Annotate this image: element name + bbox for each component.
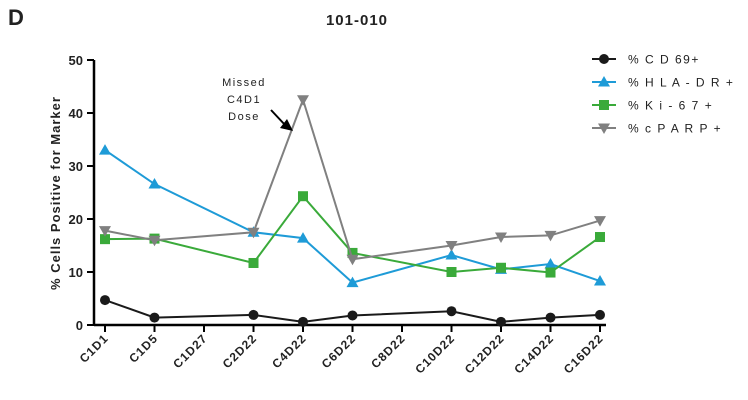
- series-1: [99, 144, 606, 288]
- legend-label: % C D 69+: [628, 53, 700, 67]
- data-point: [595, 232, 605, 243]
- x-tick-label: C8D22: [368, 331, 408, 371]
- data-point: [496, 316, 506, 327]
- data-point: [594, 216, 606, 227]
- x-tick-label: C1D27: [170, 331, 210, 371]
- legend-label: % K i - 6 7 +: [628, 99, 713, 113]
- data-point: [446, 306, 457, 317]
- chart-title: 101-010: [326, 12, 388, 29]
- annotation-arrow-head: [280, 119, 293, 131]
- legend-label: % H L A - D R +: [628, 76, 734, 90]
- legend-item: % C D 69+: [592, 53, 700, 67]
- annotation-text: Missed: [222, 77, 266, 89]
- data-point: [99, 144, 111, 155]
- data-point: [248, 257, 259, 268]
- data-point: [248, 309, 259, 320]
- x-tick-label: C10D22: [412, 331, 457, 376]
- data-point: [298, 191, 308, 202]
- x-tick-label: C4D22: [269, 331, 309, 371]
- data-point: [99, 226, 111, 237]
- data-point: [544, 230, 557, 242]
- legend-item: % c P A R P +: [592, 122, 722, 136]
- legend-marker: [598, 76, 610, 87]
- data-point: [100, 234, 110, 245]
- annotation: Missed C4D1 Dose: [222, 77, 293, 131]
- annotation-text: C4D1: [227, 94, 261, 106]
- data-point: [445, 249, 458, 260]
- data-point: [545, 267, 556, 278]
- data-point: [347, 310, 358, 321]
- data-point: [346, 254, 359, 266]
- data-point: [595, 309, 605, 320]
- data-point: [247, 227, 260, 239]
- x-tick-label: C1D1: [77, 331, 111, 365]
- data-point: [297, 232, 309, 243]
- series-line: [104, 96, 601, 261]
- data-point: [298, 316, 308, 327]
- y-axis-label: % Cells Positive for Marker: [48, 96, 63, 290]
- panel-label: D: [8, 5, 24, 30]
- data-point: [100, 295, 110, 306]
- data-point: [148, 178, 161, 189]
- legend-marker: [599, 54, 609, 64]
- data-point: [148, 235, 161, 247]
- data-point: [347, 247, 358, 258]
- series-layer: [99, 95, 606, 327]
- data-point: [297, 95, 309, 106]
- x-tick-label: C12D22: [462, 331, 507, 376]
- data-point: [495, 232, 507, 244]
- data-point: [594, 275, 606, 286]
- annotation-arrow-shaft: [270, 109, 287, 127]
- data-point: [544, 258, 557, 269]
- series-3: [99, 95, 606, 266]
- x-tick-label: C6D22: [319, 331, 359, 371]
- data-point: [446, 267, 457, 277]
- y-tick-label: 40: [69, 106, 83, 121]
- legend-marker: [598, 123, 610, 134]
- y-tick-label: 0: [76, 318, 83, 333]
- legend-item: % K i - 6 7 +: [592, 99, 713, 113]
- x-tick-label: C2D22: [220, 331, 260, 371]
- legend-item: % H L A - D R +: [592, 76, 734, 90]
- legend: % C D 69+ % H L A - D R + % K i - 6 7 + % c…: [592, 53, 734, 136]
- data-point: [445, 241, 458, 252]
- data-point: [496, 262, 506, 273]
- y-tick-label: 30: [69, 159, 83, 174]
- data-point: [545, 312, 556, 323]
- data-point: [149, 312, 160, 323]
- x-tick-label: C16D22: [561, 331, 606, 376]
- y-tick-label: 50: [69, 53, 83, 68]
- y-tick-label: 10: [69, 265, 83, 280]
- legend-label: % c P A R P +: [628, 122, 722, 136]
- y-tick-label: 20: [69, 212, 83, 227]
- annotation-text: Dose: [228, 111, 260, 123]
- legend-marker: [599, 100, 609, 110]
- data-point: [346, 276, 359, 288]
- x-tick-label: C14D22: [511, 331, 556, 376]
- series-0: [100, 295, 605, 327]
- x-tick-label: C1D5: [126, 331, 160, 365]
